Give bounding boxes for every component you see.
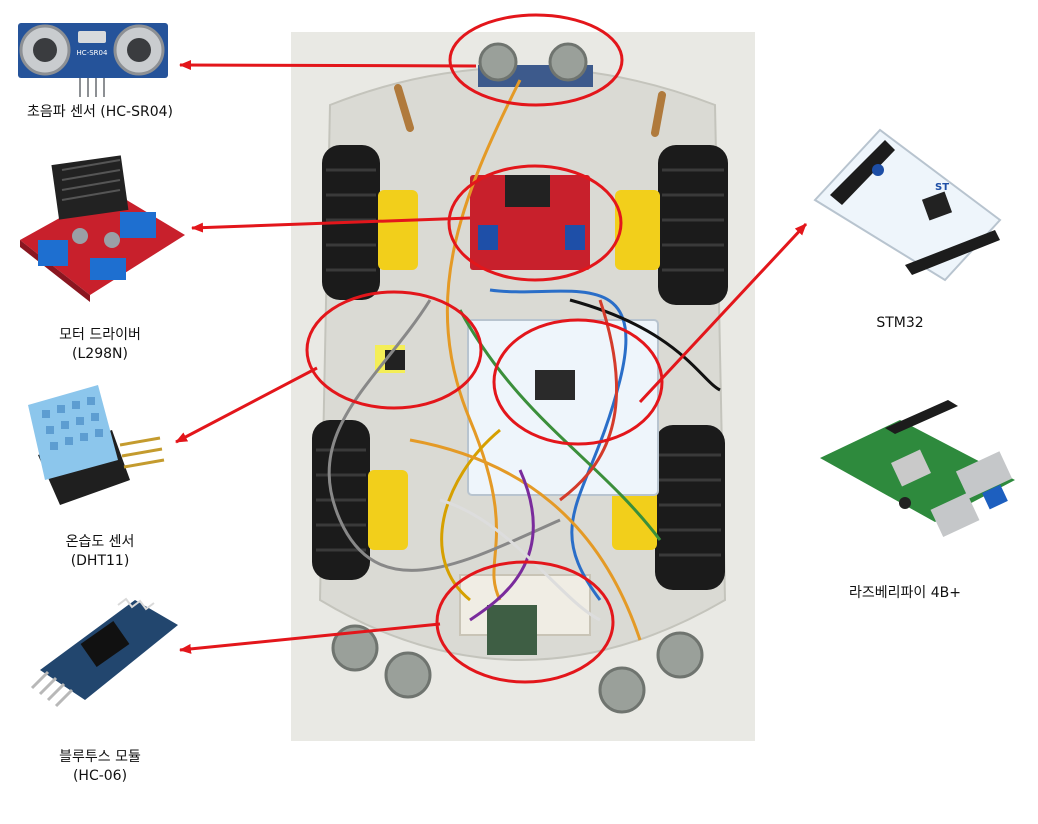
label-motor-driver-line2: (L298N): [72, 346, 128, 362]
stm32-board-image: ST: [813, 128, 1002, 282]
arrow-stm32: [638, 222, 808, 404]
dht11-module-image: [28, 385, 165, 505]
label-bluetooth-line1: 블루투스 모듈: [59, 749, 141, 765]
arrow-motor-driver: [191, 216, 471, 233]
callout-arrows: [175, 60, 808, 654]
arrow-ultrasonic: [179, 60, 477, 71]
hc06-module-image: [30, 597, 178, 708]
label-bluetooth: 블루투스 모듈 (HC-06): [10, 748, 190, 786]
wheel-front-right: [658, 145, 728, 305]
l298n-module-image: [20, 155, 185, 302]
callout-ellipse-stm32: [492, 318, 664, 446]
hcsr04-print-text: HC-SR04: [77, 49, 108, 57]
label-dht-line2: (DHT11): [70, 553, 130, 569]
label-stm32: STM32: [876, 315, 924, 331]
label-dht: 온습도 센서 (DHT11): [10, 533, 190, 571]
label-ultrasonic: 초음파 센서 (HC-SR04): [26, 104, 173, 120]
label-dht-line1: 온습도 센서: [65, 534, 135, 550]
arrow-dht: [175, 366, 318, 444]
hcsr04-module-image: HC-SR04: [18, 23, 168, 97]
label-motor-driver-line1: 모터 드라이버: [59, 327, 141, 343]
label-raspberry: 라즈베리파이 4B+: [849, 585, 961, 601]
callout-ellipse-motor-driver: [447, 164, 623, 282]
arrow-bluetooth: [179, 622, 441, 654]
callout-ellipse-dht: [305, 290, 483, 410]
stm-logo-text: ST: [935, 182, 949, 193]
label-bluetooth-line2: (HC-06): [72, 768, 128, 784]
callout-ellipses: [305, 13, 664, 684]
wheel-rear-right: [655, 425, 725, 590]
raspberry-pi-image: [820, 400, 1015, 538]
callout-ellipse-ultrasonic: [448, 13, 624, 107]
robot-car-photo: [291, 32, 755, 741]
callout-ellipse-bluetooth: [435, 560, 615, 684]
label-motor-driver: 모터 드라이버 (L298N): [10, 326, 190, 364]
